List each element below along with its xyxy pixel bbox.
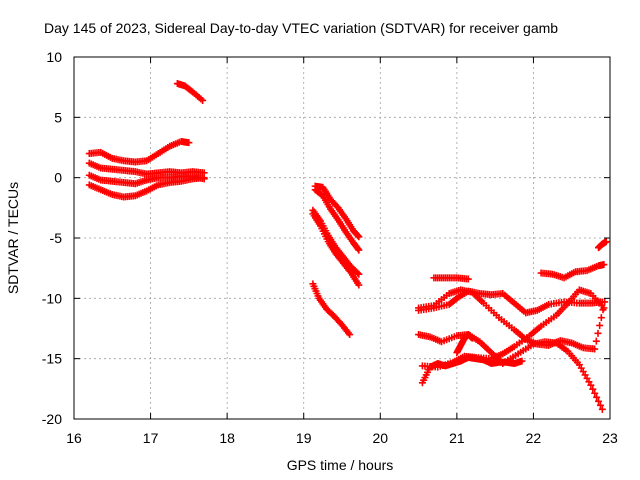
data-point <box>597 314 605 322</box>
series-arc-h <box>309 206 363 278</box>
series-arc-p <box>418 353 526 387</box>
data-point <box>593 393 601 401</box>
data-markers <box>85 80 610 413</box>
data-point <box>355 270 363 278</box>
data-point <box>354 232 362 240</box>
series-arc-e <box>173 80 207 104</box>
data-point <box>589 385 597 393</box>
x-tick-label: 22 <box>526 430 542 446</box>
y-tick-label: -5 <box>50 230 63 246</box>
series-arc-j <box>309 280 354 339</box>
data-point <box>464 275 472 283</box>
data-point <box>602 238 610 246</box>
data-point <box>518 357 526 365</box>
data-point <box>596 401 604 409</box>
series-arc-f <box>311 182 363 241</box>
data-point <box>600 304 608 312</box>
series-arc-d <box>85 174 208 201</box>
data-point <box>354 269 362 277</box>
axis-ticks: 16 17 18 19 20 21 22 23 10 5 0 -5 -10 -15 -20 <box>42 49 618 446</box>
data-point <box>354 245 362 253</box>
data-point <box>355 281 363 289</box>
data-point <box>468 334 476 342</box>
series-arc-r <box>537 261 608 282</box>
series-arc-s <box>595 238 610 252</box>
y-tick-label: -20 <box>42 411 62 427</box>
series-arc-q <box>453 331 476 357</box>
x-axis-label: GPS time / hours <box>287 457 394 473</box>
data-point <box>595 397 603 405</box>
data-point <box>199 96 207 104</box>
data-point <box>600 261 608 269</box>
x-tick-label: 17 <box>143 430 159 446</box>
series-arc-i <box>309 210 363 289</box>
data-point <box>591 389 599 397</box>
y-tick-label: -15 <box>42 351 62 367</box>
series-arc-k <box>430 274 472 283</box>
x-tick-label: 19 <box>296 430 312 446</box>
data-point <box>594 329 602 337</box>
data-point <box>596 321 604 329</box>
x-tick-label: 18 <box>219 430 235 446</box>
x-tick-label: 23 <box>602 430 618 446</box>
data-point <box>601 298 609 306</box>
data-point <box>185 139 193 147</box>
data-point <box>355 246 363 254</box>
data-point <box>591 345 599 353</box>
x-tick-label: 21 <box>449 430 465 446</box>
data-point <box>598 405 606 413</box>
data-point <box>592 337 600 345</box>
x-tick-label: 20 <box>372 430 388 446</box>
data-point <box>587 381 595 389</box>
y-tick-label: 0 <box>54 170 62 186</box>
series-arc-a <box>85 137 193 166</box>
grid <box>74 57 610 419</box>
y-tick-label: -10 <box>42 290 62 306</box>
chart-title: Day 145 of 2023, Sidereal Day-to-day VTE… <box>44 20 558 36</box>
data-point <box>200 174 208 182</box>
x-tick-label: 16 <box>66 430 82 446</box>
y-tick-label: 10 <box>46 49 62 65</box>
data-point <box>355 233 363 241</box>
y-axis-label: SDTVAR / TECUs <box>5 182 21 294</box>
data-point <box>346 331 354 339</box>
y-tick-label: 5 <box>54 109 62 125</box>
series-arc-g <box>311 186 363 254</box>
